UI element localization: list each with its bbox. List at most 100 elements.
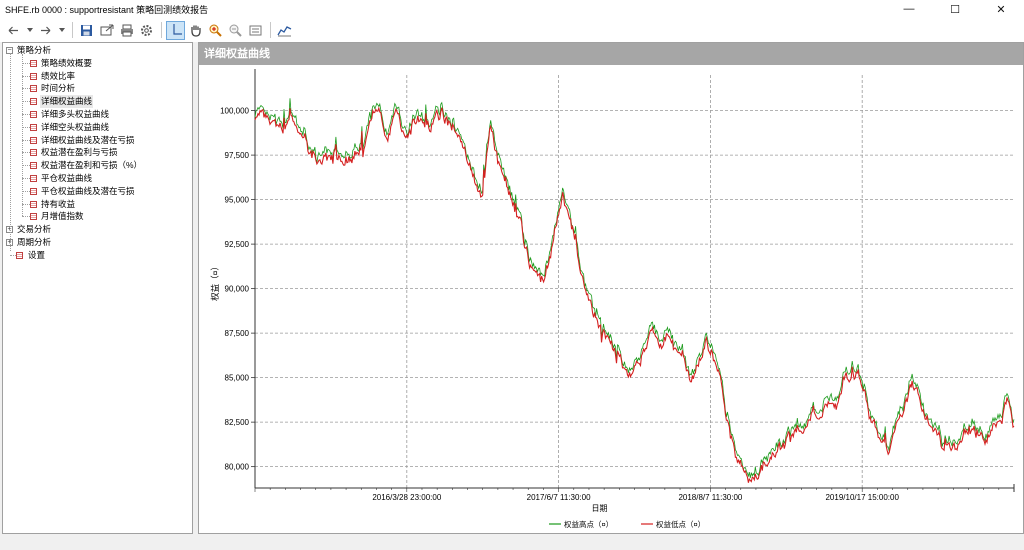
save-icon[interactable]: [77, 21, 96, 40]
title-bar: SHFE.rb 0000 : supportresistant 策略回测绩效报告…: [0, 0, 1024, 18]
tree-item[interactable]: 平仓权益曲线: [3, 172, 192, 185]
tree-connector: [22, 165, 30, 167]
forward-arrow-icon[interactable]: [36, 21, 55, 40]
tree-item[interactable]: 持有收益: [3, 198, 192, 211]
tree-group-label: 周期分析: [17, 236, 52, 247]
legend-label: 权益低点（¤）: [656, 519, 705, 529]
export-icon[interactable]: [97, 21, 116, 40]
report-icon: [30, 162, 37, 170]
tree-item-label: 详细权益曲线及潜在亏损: [41, 134, 135, 145]
report-icon: [30, 213, 37, 221]
tree-connector: [22, 203, 30, 205]
y-tick-label: 95,000: [225, 196, 250, 205]
x-tick-label: 2016/3/28 23:00:00: [372, 493, 442, 502]
hand-icon[interactable]: [186, 21, 205, 40]
x-tick-label: 2019/10/17 15:00:00: [825, 493, 899, 502]
panel-title: 详细权益曲线: [199, 43, 1023, 65]
dropdown-icon[interactable]: [24, 21, 35, 40]
settings-icon[interactable]: [137, 21, 156, 40]
toolbar-divider: [161, 22, 162, 38]
report-icon: [30, 59, 37, 67]
report-icon: [30, 85, 37, 93]
tree-item-label: 平仓权益曲线: [41, 172, 93, 183]
expand-icon[interactable]: +: [6, 238, 13, 246]
toolbar-divider: [72, 22, 73, 38]
collapse-icon[interactable]: −: [6, 47, 13, 54]
x-tick-label: 2018/8/7 11:30:00: [678, 493, 742, 502]
expand-icon[interactable]: +: [6, 226, 13, 234]
close-button[interactable]: ✕: [996, 3, 1006, 16]
tree-item[interactable]: 绩效比率: [3, 70, 192, 83]
tree-connector: [22, 216, 30, 218]
tree-item-label: 权益潜在盈利与亏损: [41, 147, 118, 158]
tree-item[interactable]: 详细权益曲线: [3, 95, 192, 108]
toolbar: [0, 18, 1024, 42]
tree-item-label: 绩效比率: [41, 70, 76, 81]
y-tick-label: 92,500: [225, 240, 250, 249]
tree-item-label: 持有收益: [41, 198, 76, 209]
tree-connector: [10, 53, 11, 252]
report-icon: [30, 123, 37, 131]
tree-group-1[interactable]: + 交易分析: [3, 223, 192, 236]
tree-item[interactable]: 详细空头权益曲线: [3, 121, 192, 134]
tree-item[interactable]: 月增值指数: [3, 210, 192, 223]
tree-item[interactable]: 详细权益曲线及潜在亏损: [3, 134, 192, 147]
y-tick-label: 80,000: [225, 463, 250, 472]
report-icon: [30, 72, 37, 80]
tree-item-label: 详细空头权益曲线: [41, 121, 110, 132]
tree-item[interactable]: 详细多头权益曲线: [3, 108, 192, 121]
tree-group-0[interactable]: − 策略分析: [3, 44, 192, 57]
tree-item-label: 时间分析: [41, 83, 76, 94]
y-tick-label: 97,500: [225, 151, 250, 160]
tree-connector: [10, 254, 18, 256]
report-icon: [30, 200, 37, 208]
tree-connector: [22, 53, 23, 216]
tree-group-label: 交易分析: [17, 224, 52, 235]
tree-group-label: 策略分析: [17, 45, 52, 55]
tree-connector: [22, 126, 30, 128]
tree-connector: [22, 177, 30, 179]
x-axis-label: 日期: [592, 504, 608, 513]
report-icon: [30, 110, 37, 118]
tree-item[interactable]: 权益潜在盈利与亏损: [3, 146, 192, 159]
zoom-out-icon[interactable]: [226, 21, 245, 40]
zoom-in-icon[interactable]: [206, 21, 225, 40]
print-icon[interactable]: [117, 21, 136, 40]
navigation-tree: − 策略分析 策略绩效概要 绩效比率 时间分析 详细权益曲线 详细多头权益曲线 详细空头权益曲…: [2, 42, 193, 534]
report-icon: [30, 174, 37, 182]
tree-group-2[interactable]: + 周期分析: [3, 236, 192, 249]
crosshair-icon[interactable]: [166, 20, 185, 40]
tree-item[interactable]: 平仓权益曲线及潜在亏损: [3, 185, 192, 198]
tree-connector: [22, 75, 30, 77]
toolbar-divider: [270, 22, 271, 38]
window-title: SHFE.rb 0000 : supportresistant 策略回测绩效报告: [5, 4, 209, 15]
report-icon: [30, 98, 37, 106]
report-icon: [30, 187, 37, 195]
tree-connector: [22, 88, 30, 90]
tree-item-label: 月增值指数: [41, 211, 84, 222]
series-high-line: [254, 98, 1015, 479]
legend-label: 权益高点（¤）: [564, 519, 613, 529]
tree-item[interactable]: 时间分析: [3, 82, 192, 95]
equity-chart[interactable]: 80,000 82,500 85,000 87,500 90,000 92,500 95,0…: [199, 65, 1023, 533]
dropdown-icon[interactable]: [56, 21, 67, 40]
back-arrow-icon[interactable]: [4, 21, 23, 40]
y-tick-label: 82,500: [225, 418, 250, 427]
tree-item[interactable]: 权益潜在盈利和亏损（%）: [3, 159, 192, 172]
minimize-button[interactable]: —: [903, 3, 915, 15]
series-low-line: [254, 106, 1015, 483]
tree-connector: [22, 101, 30, 103]
tree-item-label: 策略绩效概要: [41, 57, 93, 68]
status-bar: [0, 536, 1024, 550]
fit-view-icon[interactable]: [246, 21, 265, 40]
tree-connector: [22, 190, 30, 192]
tree-group-3[interactable]: 设置: [3, 249, 192, 262]
y-tick-label: 87,500: [225, 329, 250, 338]
tree-connector: [22, 139, 30, 141]
tree-connector: [22, 113, 30, 115]
chart-style-icon[interactable]: [275, 21, 294, 40]
maximize-button[interactable]: ☐: [950, 3, 960, 16]
x-tick-label: 2017/6/7 11:30:00: [527, 493, 591, 502]
tree-item[interactable]: 策略绩效概要: [3, 57, 192, 70]
y-tick-label: 90,000: [225, 285, 250, 294]
